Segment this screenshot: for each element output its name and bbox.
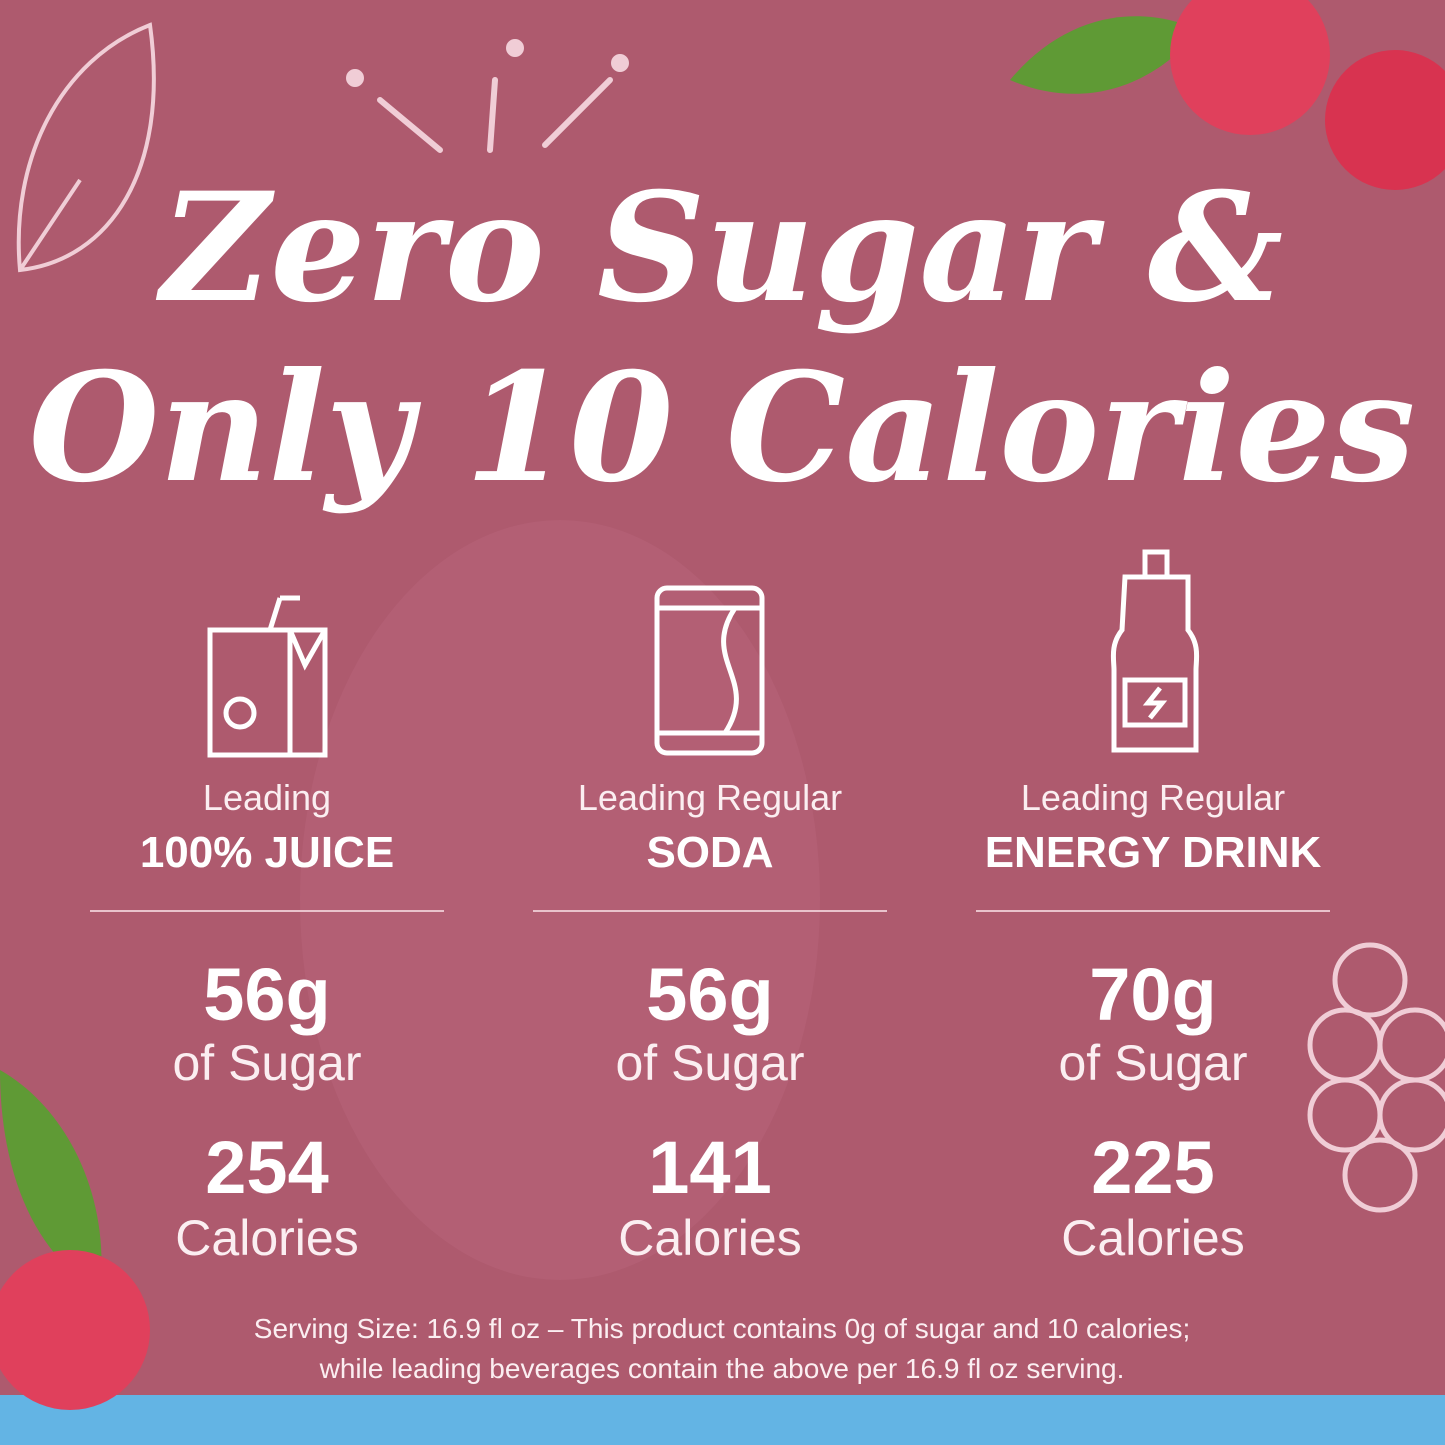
raspberry-bottom <box>0 1070 150 1410</box>
calories-value: 225 <box>1091 1126 1214 1209</box>
label-main: ENERGY DRINK <box>985 828 1322 877</box>
leaf-outline <box>16 22 156 273</box>
raspberry-top <box>1010 0 1445 190</box>
sugar-value: 56g <box>646 953 774 1036</box>
raspberry-outline <box>1307 942 1445 1213</box>
background-figure <box>300 520 820 1280</box>
footnote-line-1: Serving Size: 16.9 fl oz – This product … <box>254 1313 1190 1344</box>
label-main: SODA <box>646 828 773 877</box>
sugar-label: of Sugar <box>1058 1035 1247 1091</box>
calories-label: Calories <box>618 1210 801 1266</box>
sugar-label: of Sugar <box>172 1035 361 1091</box>
calories-value: 254 <box>205 1126 328 1209</box>
sugar-value: 56g <box>203 953 331 1036</box>
label-top: Leading Regular <box>1021 777 1285 818</box>
title-line-1: Zero Sugar & <box>156 160 1283 336</box>
title-line-2: Only 10 Calories <box>29 340 1416 516</box>
juice-icon <box>207 595 328 758</box>
soda-icon <box>654 585 765 756</box>
calories-label: Calories <box>1061 1210 1244 1266</box>
sugar-label: of Sugar <box>615 1035 804 1091</box>
calories-label: Calories <box>175 1210 358 1266</box>
sugar-value: 70g <box>1089 953 1217 1036</box>
label-top: Leading <box>203 777 331 818</box>
bottom-stripe <box>0 1395 1445 1445</box>
label-top: Leading Regular <box>578 777 842 818</box>
label-main: 100% JUICE <box>140 828 394 877</box>
splash <box>346 39 629 153</box>
calories-value: 141 <box>648 1126 771 1209</box>
footnote-line-2: while leading beverages contain the abov… <box>319 1353 1125 1384</box>
bottle-icon <box>1110 549 1200 753</box>
